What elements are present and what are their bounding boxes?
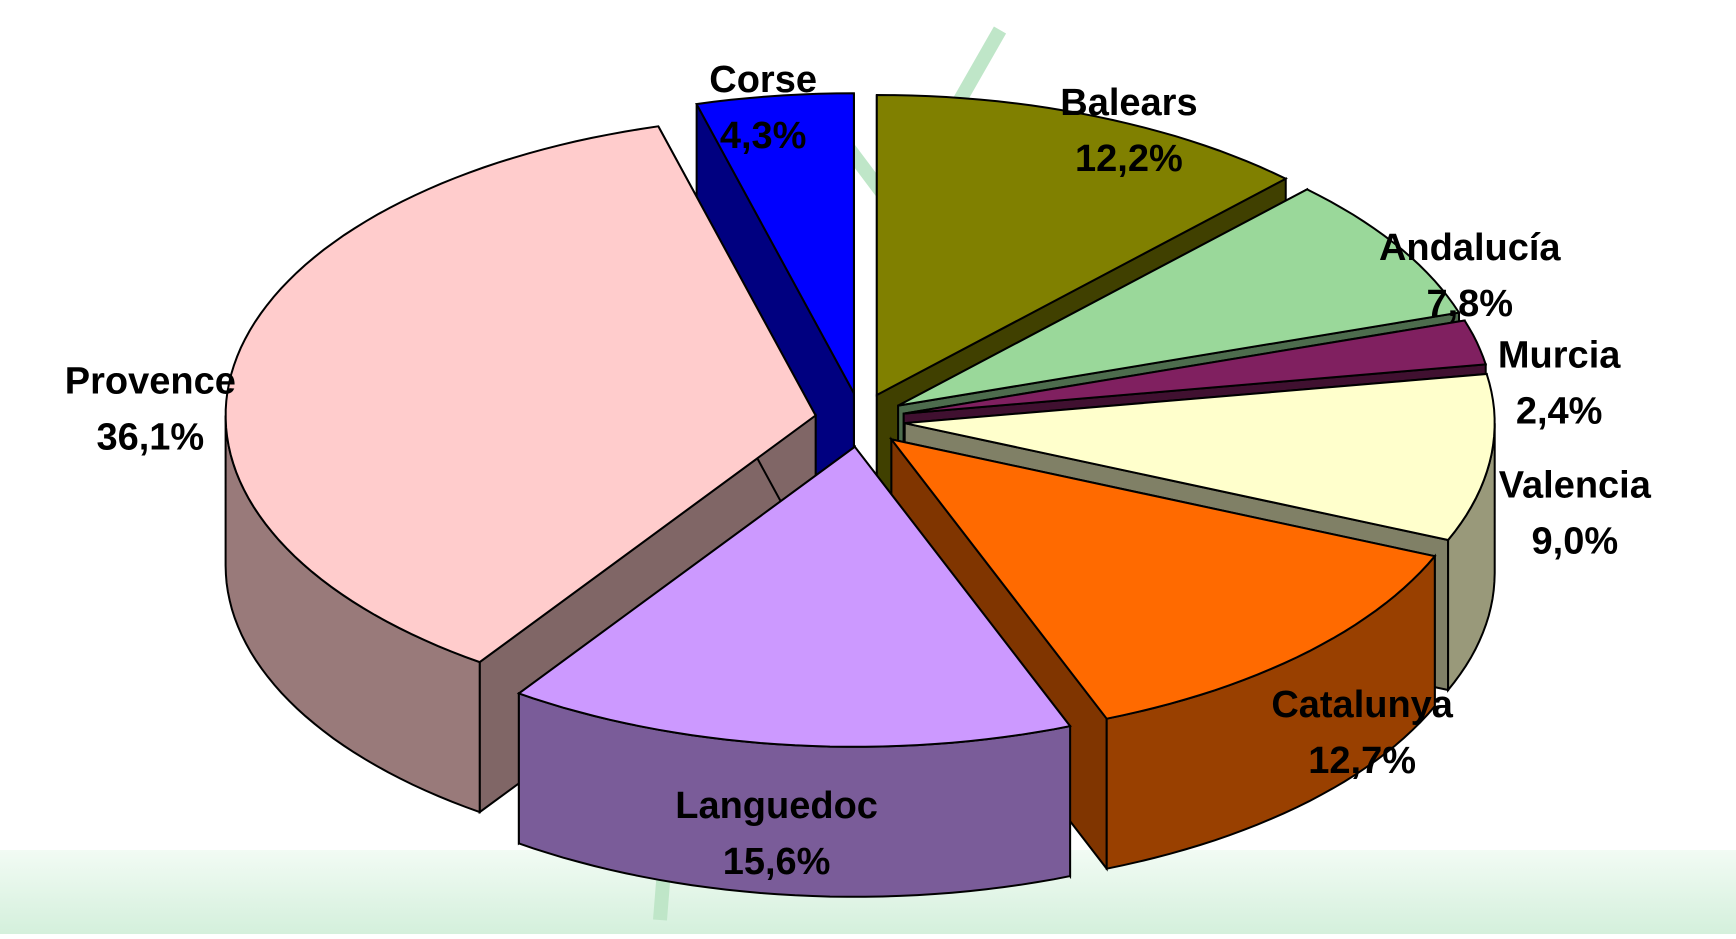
value-label: 36,1% [96,416,204,458]
value-label: 12,7% [1308,740,1416,782]
slice-top [897,188,1461,407]
value-label: 15,6% [723,841,831,883]
category-label: Murcia [1498,334,1621,376]
category-label: Valencia [1499,465,1652,507]
slice-top [516,445,1072,748]
value-label: 7,8% [1426,283,1513,325]
category-label: Catalunya [1271,684,1453,726]
category-label: Balears [1060,82,1197,124]
category-label: Andalucía [1379,227,1561,269]
slice [516,443,1072,898]
value-label: 9,0% [1532,521,1619,563]
category-label: Corse [709,59,817,101]
slice-top [904,372,1496,542]
category-label: Provence [65,360,236,402]
slice-top [875,93,1288,397]
pie [224,92,1496,898]
value-label: 2,4% [1516,390,1603,432]
value-label: 4,3% [720,115,807,157]
value-label: 12,2% [1075,138,1183,180]
slice-top [695,92,855,394]
slice-top [903,319,1488,415]
labels: Balears 12,2% Andalucía 7,8% Murcia 2,4% Valen… [65,59,1652,883]
category-label: Languedoc [675,785,878,827]
slice-top [224,125,817,664]
slice-top [888,437,1437,720]
